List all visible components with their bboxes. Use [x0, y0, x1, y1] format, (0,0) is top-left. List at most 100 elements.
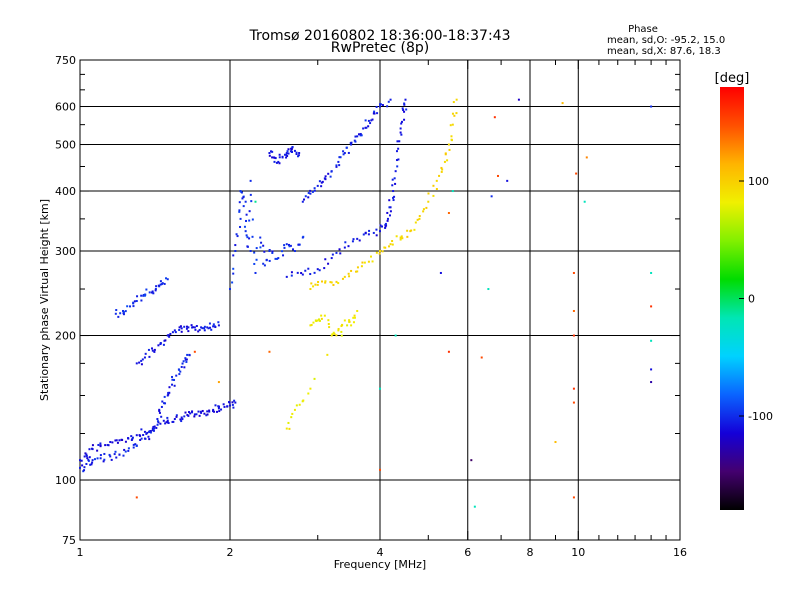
- echo-point: [345, 146, 348, 149]
- echo-point: [379, 103, 382, 106]
- echo-point: [85, 453, 88, 456]
- echo-point: [414, 221, 417, 224]
- x-axis-label: Frequency [MHz]: [334, 558, 426, 571]
- echo-point: [331, 333, 334, 336]
- sparse-echo-point: [583, 200, 586, 203]
- sparse-echo-point: [193, 350, 196, 353]
- echo-point: [341, 277, 344, 280]
- echo-point: [375, 234, 378, 237]
- echo-point: [376, 112, 379, 115]
- echo-point: [253, 262, 256, 265]
- echo-point: [381, 104, 384, 107]
- echo-point: [147, 348, 150, 351]
- echo-point: [288, 245, 291, 248]
- echo-point: [152, 429, 155, 432]
- echo-point: [200, 411, 203, 414]
- echo-point: [271, 251, 274, 254]
- echo-point: [312, 285, 315, 288]
- echo-point: [153, 348, 156, 351]
- echo-point: [154, 289, 157, 292]
- echo-point: [238, 210, 241, 213]
- echo-point: [321, 280, 324, 283]
- echo-point: [388, 245, 391, 248]
- echo-point: [178, 368, 181, 371]
- echo-point: [432, 194, 435, 197]
- echo-point: [96, 457, 99, 460]
- echo-point: [208, 410, 211, 413]
- echo-point: [80, 459, 83, 462]
- echo-point: [173, 329, 176, 332]
- echo-point: [139, 434, 142, 437]
- echo-point: [396, 140, 399, 143]
- echo-point: [171, 331, 174, 334]
- echo-point: [399, 238, 402, 241]
- echo-point: [422, 208, 425, 211]
- echo-point: [235, 233, 238, 236]
- sparse-echo-point: [554, 441, 557, 444]
- echo-point: [290, 416, 293, 419]
- echo-point: [205, 414, 208, 417]
- echo-point: [330, 334, 333, 337]
- echo-point: [401, 120, 404, 123]
- echo-point: [278, 153, 281, 156]
- echo-point: [229, 288, 231, 291]
- echo-point: [179, 370, 182, 373]
- echo-point: [143, 356, 146, 359]
- echo-point: [395, 235, 398, 238]
- echo-point: [163, 282, 166, 285]
- echo-point: [290, 271, 293, 274]
- echo-point: [143, 437, 146, 440]
- sparse-echo-point: [585, 156, 588, 159]
- echo-point: [203, 329, 206, 332]
- echo-point: [244, 230, 247, 233]
- echo-point: [206, 326, 209, 329]
- echo-point: [400, 122, 403, 125]
- echo-point: [364, 119, 367, 122]
- echo-point: [99, 457, 102, 460]
- echo-point: [313, 187, 316, 190]
- echo-point: [330, 257, 333, 260]
- sparse-echo-point: [650, 368, 653, 371]
- echo-point: [353, 316, 356, 319]
- echo-point: [368, 229, 371, 232]
- echo-point: [183, 325, 186, 328]
- sparse-echo-point: [439, 271, 442, 274]
- y-tick-label: 400: [55, 185, 76, 198]
- echo-point: [338, 156, 341, 159]
- echo-point: [110, 458, 113, 461]
- echo-point: [180, 330, 183, 333]
- echo-point: [360, 265, 363, 268]
- echo-point: [401, 107, 404, 110]
- echo-point: [88, 448, 91, 451]
- echo-point: [369, 122, 372, 125]
- echo-point: [283, 246, 286, 249]
- echo-point: [357, 133, 360, 136]
- echo-point: [139, 438, 142, 441]
- echo-point: [115, 439, 118, 442]
- echo-point: [307, 196, 310, 199]
- echo-point: [135, 300, 138, 303]
- echo-point: [255, 247, 258, 250]
- sparse-echo-point: [517, 98, 520, 101]
- echo-point: [179, 418, 182, 421]
- echo-point: [379, 250, 381, 253]
- echo-point: [148, 438, 151, 441]
- echo-point: [453, 114, 456, 117]
- echo-point: [163, 402, 166, 405]
- echo-point: [309, 324, 312, 327]
- echo-point: [254, 271, 257, 274]
- echo-point: [386, 105, 389, 108]
- echo-point: [372, 231, 375, 234]
- echo-point: [270, 150, 273, 153]
- echo-point: [83, 469, 86, 472]
- echo-point: [367, 125, 370, 128]
- colorbar-tick-label: 100: [748, 175, 769, 188]
- echo-point: [302, 399, 305, 402]
- echo-point: [206, 413, 209, 416]
- echo-point: [450, 135, 453, 138]
- phase-o-stats: mean, sd,O: -95.2, 15.0: [607, 35, 725, 46]
- echo-point: [140, 363, 143, 366]
- echo-point: [96, 449, 99, 452]
- echo-point: [271, 250, 274, 253]
- echo-point: [232, 406, 235, 409]
